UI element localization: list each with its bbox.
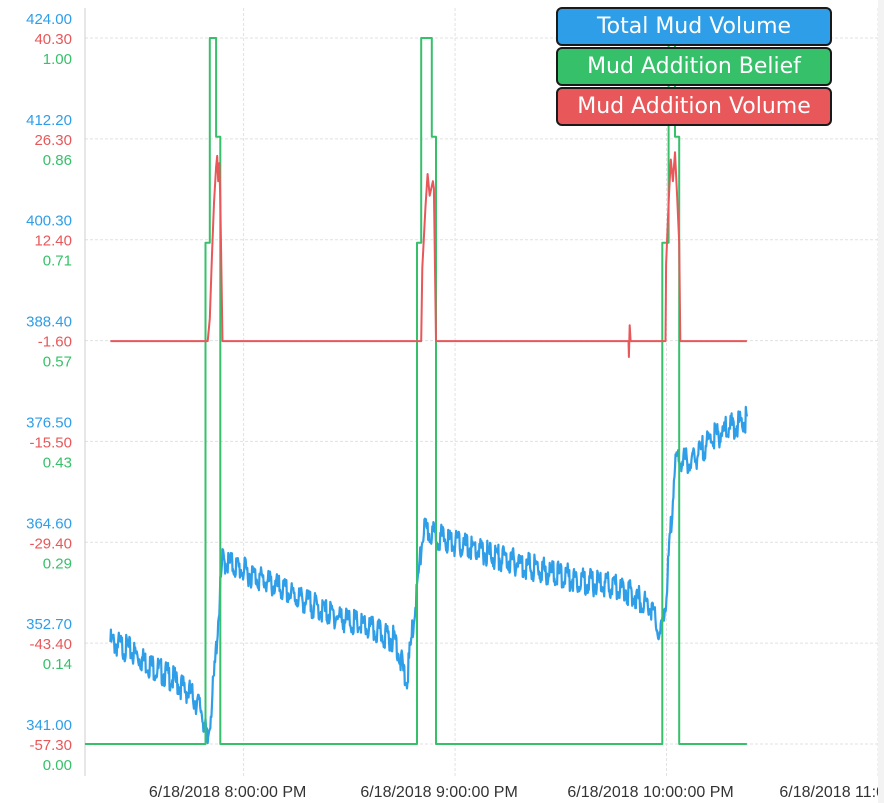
addition-tick-label: -29.40	[29, 535, 72, 552]
x-axis: 6/18/2018 8:00:00 PM 6/18/2018 9:00:00 PM…	[149, 784, 878, 801]
volume-tick-label: 388.40	[26, 314, 72, 331]
belief-tick-label: 0.43	[43, 454, 72, 471]
belief-tick-label: 0.86	[43, 152, 72, 169]
y-axes: 424.00 412.20 400.30 388.40 376.50 364.60 352.…	[26, 11, 72, 774]
series-lines	[85, 37, 748, 745]
legend-mud-addition-volume[interactable]: Mud Addition Volume	[556, 87, 832, 126]
volume-tick-label: 412.20	[26, 112, 72, 129]
addition-tick-label: -1.60	[38, 334, 72, 351]
addition-tick-label: 26.30	[34, 132, 72, 149]
volume-tick-label: 341.00	[26, 717, 72, 734]
addition-tick-label: -57.30	[29, 737, 72, 754]
belief-tick-label: 1.00	[43, 51, 72, 68]
series-line-addition	[110, 151, 747, 358]
addition-tick-label: -15.50	[29, 434, 72, 451]
addition-tick-label: 12.40	[34, 233, 72, 250]
series-line-volume	[109, 405, 748, 745]
x-tick-label: 6/18/2018 10:00:00 PM	[567, 784, 733, 801]
belief-tick-label: 0.71	[43, 253, 72, 270]
x-tick-label: 6/18/2018 11:00:00 PM	[779, 784, 878, 801]
volume-tick-label: 364.60	[26, 515, 72, 532]
volume-tick-label: 352.70	[26, 616, 72, 633]
addition-tick-label: 40.30	[34, 31, 72, 48]
legend-total-mud-volume[interactable]: Total Mud Volume	[556, 7, 832, 46]
series-line-belief	[85, 37, 747, 745]
addition-tick-label: -43.40	[29, 636, 72, 653]
volume-tick-label: 424.00	[26, 11, 72, 28]
volume-tick-label: 376.50	[26, 414, 72, 431]
belief-tick-label: 0.14	[43, 656, 72, 673]
legend-mud-addition-belief[interactable]: Mud Addition Belief	[556, 47, 832, 86]
volume-tick-label: 400.30	[26, 213, 72, 230]
belief-tick-label: 0.29	[43, 555, 72, 572]
belief-tick-label: 0.00	[43, 757, 72, 774]
belief-tick-label: 0.57	[43, 354, 72, 371]
x-tick-label: 6/18/2018 8:00:00 PM	[149, 784, 306, 801]
x-tick-label: 6/18/2018 9:00:00 PM	[360, 784, 517, 801]
